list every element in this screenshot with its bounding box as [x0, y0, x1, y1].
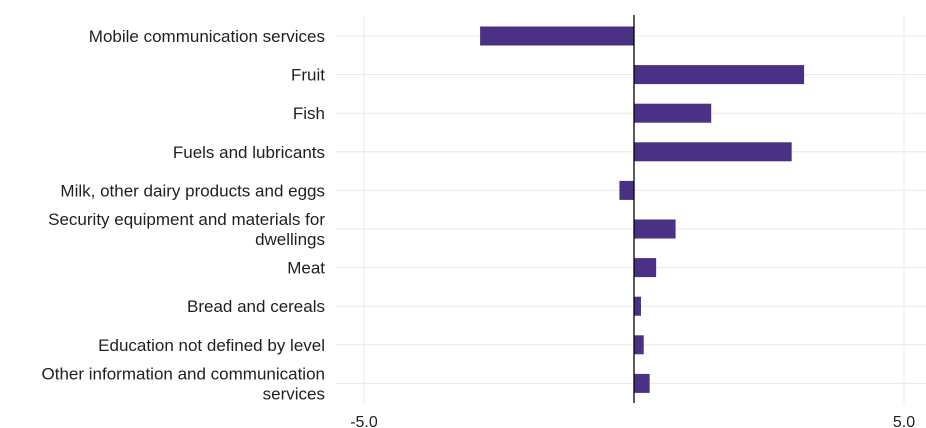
- category-label: Security equipment and materials for dwel…: [48, 210, 325, 249]
- bar: [634, 219, 676, 239]
- bar: [480, 26, 634, 46]
- bar: [634, 335, 644, 355]
- category-label: Bread and cereals: [187, 297, 325, 316]
- category-label: Milk, other dairy products and eggs: [60, 181, 325, 200]
- x-tick-labels: -5.0 5.0: [350, 414, 915, 428]
- category-label: Other information and communication servi…: [42, 364, 325, 403]
- bar: [634, 373, 650, 393]
- category-label: Mobile communication services: [89, 27, 325, 46]
- category-label: Education not defined by level: [98, 336, 325, 355]
- category-label: Fuels and lubricants: [173, 143, 325, 162]
- bar: [634, 65, 805, 85]
- category-label: Fish: [293, 104, 325, 123]
- bar: [634, 258, 657, 278]
- bar-layer: [480, 26, 805, 393]
- bar: [634, 103, 712, 123]
- category-label: Meat: [287, 259, 325, 278]
- x-tick-label: 5.0: [893, 414, 915, 428]
- bar: [619, 180, 634, 200]
- bar: [634, 142, 792, 162]
- grid-layer: [336, 15, 926, 403]
- category-labels: Mobile communication services Fruit Fish Fu…: [42, 27, 326, 403]
- x-tick-label: -5.0: [350, 414, 378, 428]
- category-label: Fruit: [291, 66, 325, 85]
- bar: [634, 296, 642, 316]
